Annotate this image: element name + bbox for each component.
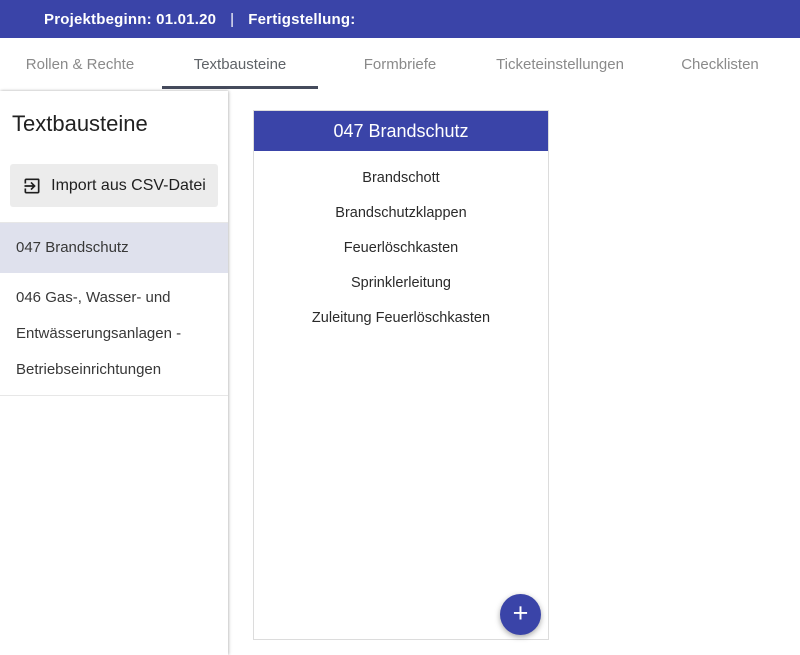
tab-label: Rollen & Rechte — [25, 56, 135, 73]
tab-label: Formbriefe — [363, 56, 437, 73]
add-textbaustein-button[interactable]: + — [500, 594, 541, 635]
main-tabbar: Rollen & Rechte Textbausteine Formbriefe… — [0, 38, 800, 91]
tab-label: Textbausteine — [193, 56, 287, 73]
content-area: 047 Brandschutz Brandschott Brandschutzk… — [228, 91, 800, 655]
active-tab-indicator — [162, 86, 318, 89]
tab-formbriefe[interactable]: Formbriefe — [320, 38, 480, 91]
list-item-feuerloeschkasten[interactable]: Feuerlöschkasten — [343, 240, 459, 256]
list-item-zuleitung-feuerloeschkasten[interactable]: Zuleitung Feuerlöschkasten — [311, 310, 491, 326]
topbar-separator: | — [230, 10, 235, 28]
tab-rollen-rechte[interactable]: Rollen & Rechte — [0, 38, 160, 91]
tab-checklisten[interactable]: Checklisten — [640, 38, 800, 91]
sidebar-item-046-gas-wasser[interactable]: 046 Gas-, Wasser- und Entwässerungsanlag… — [16, 289, 182, 378]
textbaustein-list: Brandschott Brandschutzklappen Feuerlösc… — [254, 151, 548, 336]
list-item-sprinklerleitung[interactable]: Sprinklerleitung — [351, 275, 451, 291]
import-csv-icon — [22, 176, 42, 196]
sidebar-item-047-brandschutz[interactable]: 047 Brandschutz — [0, 223, 228, 273]
list-item-brandschott[interactable]: Brandschott — [362, 170, 440, 186]
plus-icon: + — [512, 598, 529, 628]
textbausteine-sidebar: Textbausteine Import aus CSV-Datei 047 B… — [0, 91, 228, 655]
import-csv-button[interactable]: Import aus CSV-Datei — [10, 164, 218, 207]
tab-ticketeinstellungen[interactable]: Ticketeinstellungen — [480, 38, 640, 91]
textbaustein-group-list: 047 Brandschutz 046 Gas-, Wasser- und En… — [0, 222, 228, 396]
card-title: 047 Brandschutz — [254, 111, 548, 151]
main-area: Textbausteine Import aus CSV-Datei 047 B… — [0, 91, 800, 655]
tab-label: Ticketeinstellungen — [496, 56, 624, 73]
textbaustein-card: 047 Brandschutz Brandschott Brandschutzk… — [253, 110, 549, 640]
project-info-bar: Projektbeginn: 01.01.20 | Fertigstellung… — [0, 0, 800, 38]
tab-label: Checklisten — [681, 56, 759, 73]
completion-text: Fertigstellung: — [248, 10, 356, 28]
tab-textbausteine[interactable]: Textbausteine — [160, 38, 320, 91]
list-item-brandschutzklappen[interactable]: Brandschutzklappen — [335, 205, 467, 221]
project-start-text: Projektbeginn: 01.01.20 — [44, 10, 217, 28]
sidebar-title: Textbausteine — [12, 111, 148, 136]
import-csv-label: Import aus CSV-Datei — [51, 176, 206, 194]
